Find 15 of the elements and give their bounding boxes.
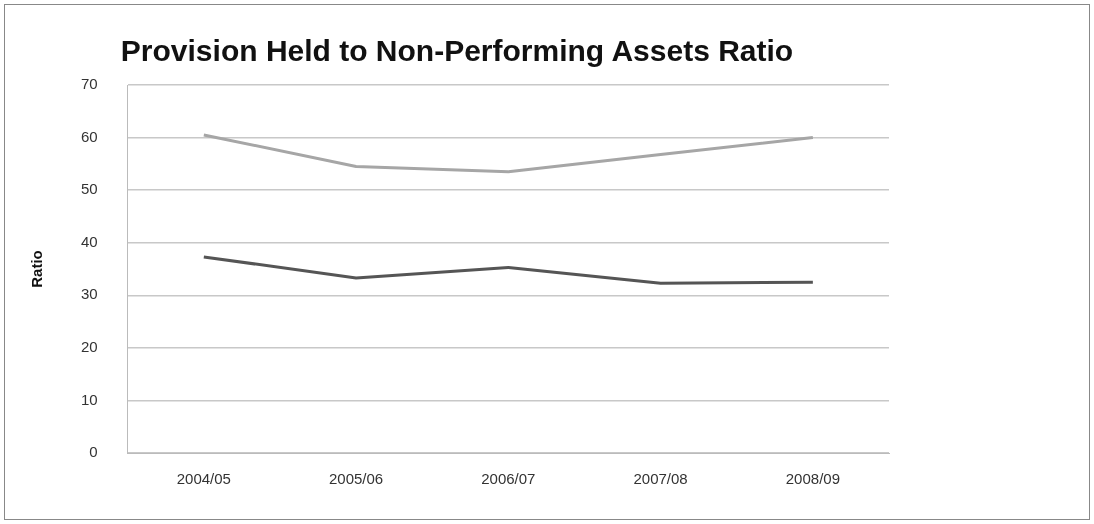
y-tick-label: 30 xyxy=(81,285,98,303)
chart-title: Provision Held to Non-Performing Assets Ratio xyxy=(120,34,794,68)
y-tick-label: 20 xyxy=(81,338,98,355)
y-tick-label: 40 xyxy=(81,232,98,250)
y-tick-label: 70 xyxy=(81,75,98,93)
y-tick-label: 10 xyxy=(81,390,98,408)
x-tick-label: 2008/09 xyxy=(785,470,840,488)
y-axis-title: Ratio xyxy=(28,250,46,288)
y-tick-label: 50 xyxy=(81,180,98,198)
y-tick-label: 60 xyxy=(81,127,98,145)
x-tick-label: 2007/08 xyxy=(633,470,688,488)
x-tick-label: 2006/07 xyxy=(481,470,536,488)
x-tick-label: 2005/06 xyxy=(328,470,384,488)
x-tick-label: 2004/05 xyxy=(176,470,231,488)
y-tick-label: 0 xyxy=(89,443,98,461)
